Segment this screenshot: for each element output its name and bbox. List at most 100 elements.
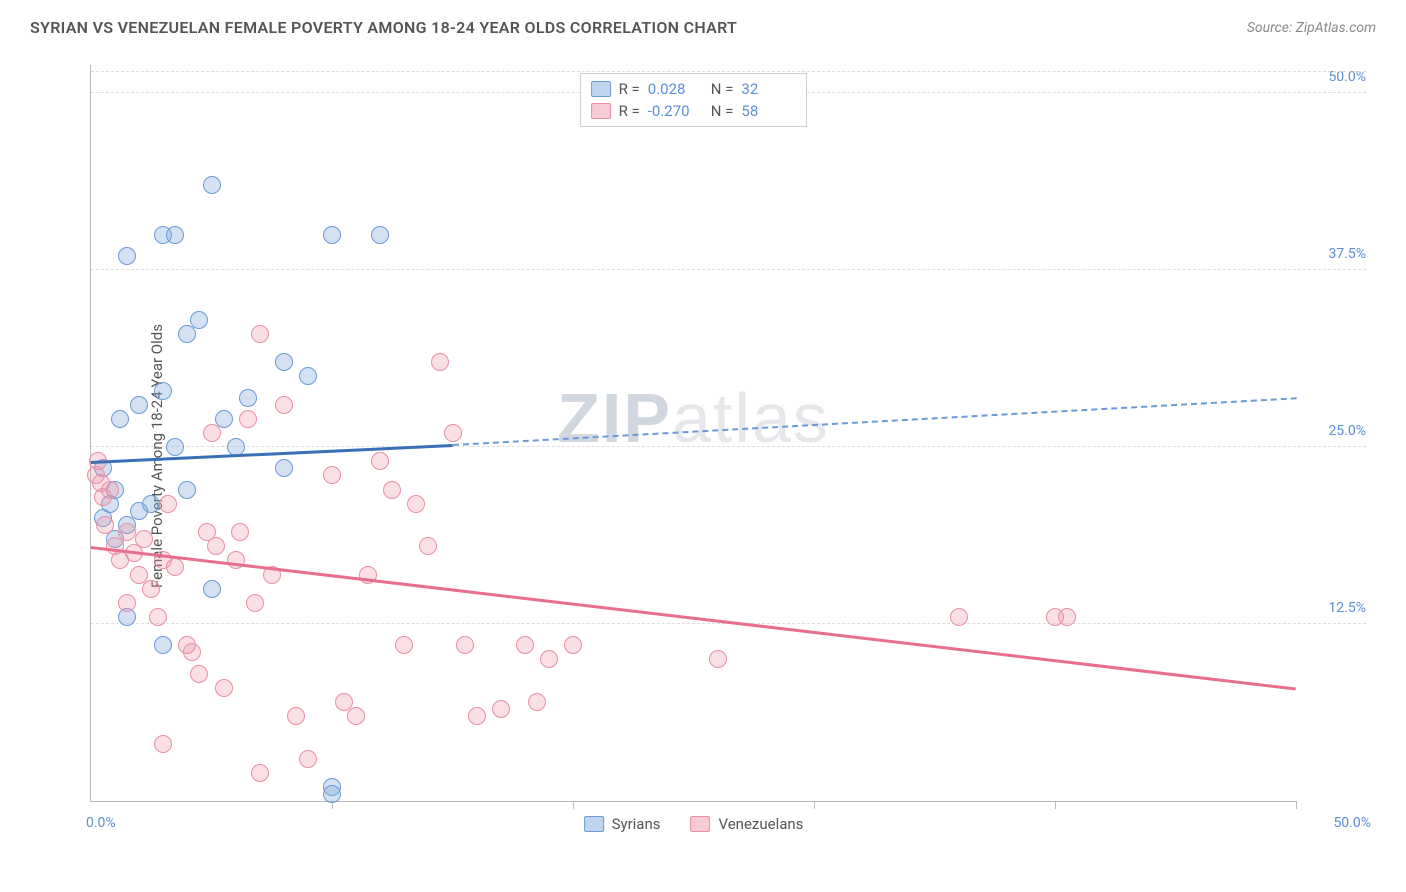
data-point xyxy=(347,707,365,725)
plot-area: R = 0.028 N = 32 R = -0.270 N = 58 ZIPat… xyxy=(90,65,1296,802)
chart-container: Female Poverty Among 18-24 Year Olds R =… xyxy=(35,55,1376,857)
data-point xyxy=(528,693,546,711)
legend-label: Venezuelans xyxy=(719,815,804,833)
legend-row-venezuelans: R = -0.270 N = 58 xyxy=(591,100,797,122)
data-point xyxy=(456,636,474,654)
data-point xyxy=(287,707,305,725)
data-point xyxy=(323,785,341,803)
x-tick xyxy=(814,801,815,809)
data-point xyxy=(159,495,177,513)
data-point xyxy=(215,679,233,697)
y-tick-label: 37.5% xyxy=(1328,246,1366,262)
data-point xyxy=(166,438,184,456)
data-point xyxy=(111,410,129,428)
data-point xyxy=(142,495,160,513)
swatch-pink-icon xyxy=(691,816,711,832)
data-point xyxy=(239,389,257,407)
legend-item-syrians: Syrians xyxy=(584,815,661,833)
gridline xyxy=(91,446,1366,447)
data-point xyxy=(323,466,341,484)
data-point xyxy=(227,551,245,569)
swatch-pink-icon xyxy=(591,103,611,119)
data-point xyxy=(950,608,968,626)
data-point xyxy=(96,516,114,534)
data-point xyxy=(275,353,293,371)
data-point xyxy=(166,226,184,244)
data-point xyxy=(154,636,172,654)
data-point xyxy=(299,750,317,768)
r-value: -0.270 xyxy=(648,102,703,120)
data-point xyxy=(203,580,221,598)
data-point xyxy=(468,707,486,725)
data-point xyxy=(203,176,221,194)
source-attribution: Source: ZipAtlas.com xyxy=(1247,20,1376,36)
correlation-legend: R = 0.028 N = 32 R = -0.270 N = 58 xyxy=(580,73,808,127)
data-point xyxy=(154,382,172,400)
r-label: R = xyxy=(619,80,640,98)
swatch-blue-icon xyxy=(584,816,604,832)
data-point xyxy=(149,608,167,626)
data-point xyxy=(118,247,136,265)
data-point xyxy=(492,700,510,718)
data-point xyxy=(371,226,389,244)
y-tick-label: 12.5% xyxy=(1328,600,1366,616)
data-point xyxy=(516,636,534,654)
n-value: 58 xyxy=(741,102,796,120)
data-point xyxy=(275,396,293,414)
data-point xyxy=(154,735,172,753)
y-tick-label: 25.0% xyxy=(1328,423,1366,439)
n-value: 32 xyxy=(741,80,796,98)
data-point xyxy=(275,459,293,477)
trend-line xyxy=(91,444,453,463)
x-tick xyxy=(1055,801,1056,809)
data-point xyxy=(101,481,119,499)
data-point xyxy=(323,226,341,244)
data-point xyxy=(118,523,136,541)
data-point xyxy=(203,424,221,442)
data-point xyxy=(251,764,269,782)
legend-item-venezuelans: Venezuelans xyxy=(691,815,804,833)
data-point xyxy=(299,367,317,385)
data-point xyxy=(183,643,201,661)
data-point xyxy=(135,530,153,548)
data-point xyxy=(178,325,196,343)
data-point xyxy=(444,424,462,442)
x-axis-max-label: 50.0% xyxy=(1333,815,1371,831)
data-point xyxy=(198,523,216,541)
data-point xyxy=(1058,608,1076,626)
data-point xyxy=(251,325,269,343)
data-point xyxy=(130,396,148,414)
data-point xyxy=(383,481,401,499)
chart-title: SYRIAN VS VENEZUELAN FEMALE POVERTY AMON… xyxy=(30,18,737,37)
data-point xyxy=(395,636,413,654)
data-point xyxy=(118,594,136,612)
gridline xyxy=(91,269,1366,270)
data-point xyxy=(190,665,208,683)
r-value: 0.028 xyxy=(648,80,703,98)
trend-line xyxy=(452,398,1296,447)
data-point xyxy=(142,580,160,598)
data-point xyxy=(231,523,249,541)
data-point xyxy=(239,410,257,428)
data-point xyxy=(178,481,196,499)
data-point xyxy=(709,650,727,668)
legend-row-syrians: R = 0.028 N = 32 xyxy=(591,78,797,100)
x-axis-min-label: 0.0% xyxy=(86,815,116,831)
swatch-blue-icon xyxy=(591,81,611,97)
x-tick xyxy=(1296,801,1297,809)
series-legend: Syrians Venezuelans xyxy=(584,815,804,833)
r-label: R = xyxy=(619,102,640,120)
data-point xyxy=(166,558,184,576)
legend-label: Syrians xyxy=(612,815,661,833)
n-label: N = xyxy=(711,102,734,120)
data-point xyxy=(540,650,558,668)
data-point xyxy=(246,594,264,612)
n-label: N = xyxy=(711,80,734,98)
trend-line xyxy=(91,546,1296,690)
data-point xyxy=(371,452,389,470)
data-point xyxy=(419,537,437,555)
data-point xyxy=(564,636,582,654)
data-point xyxy=(431,353,449,371)
x-tick xyxy=(573,801,574,809)
data-point xyxy=(407,495,425,513)
